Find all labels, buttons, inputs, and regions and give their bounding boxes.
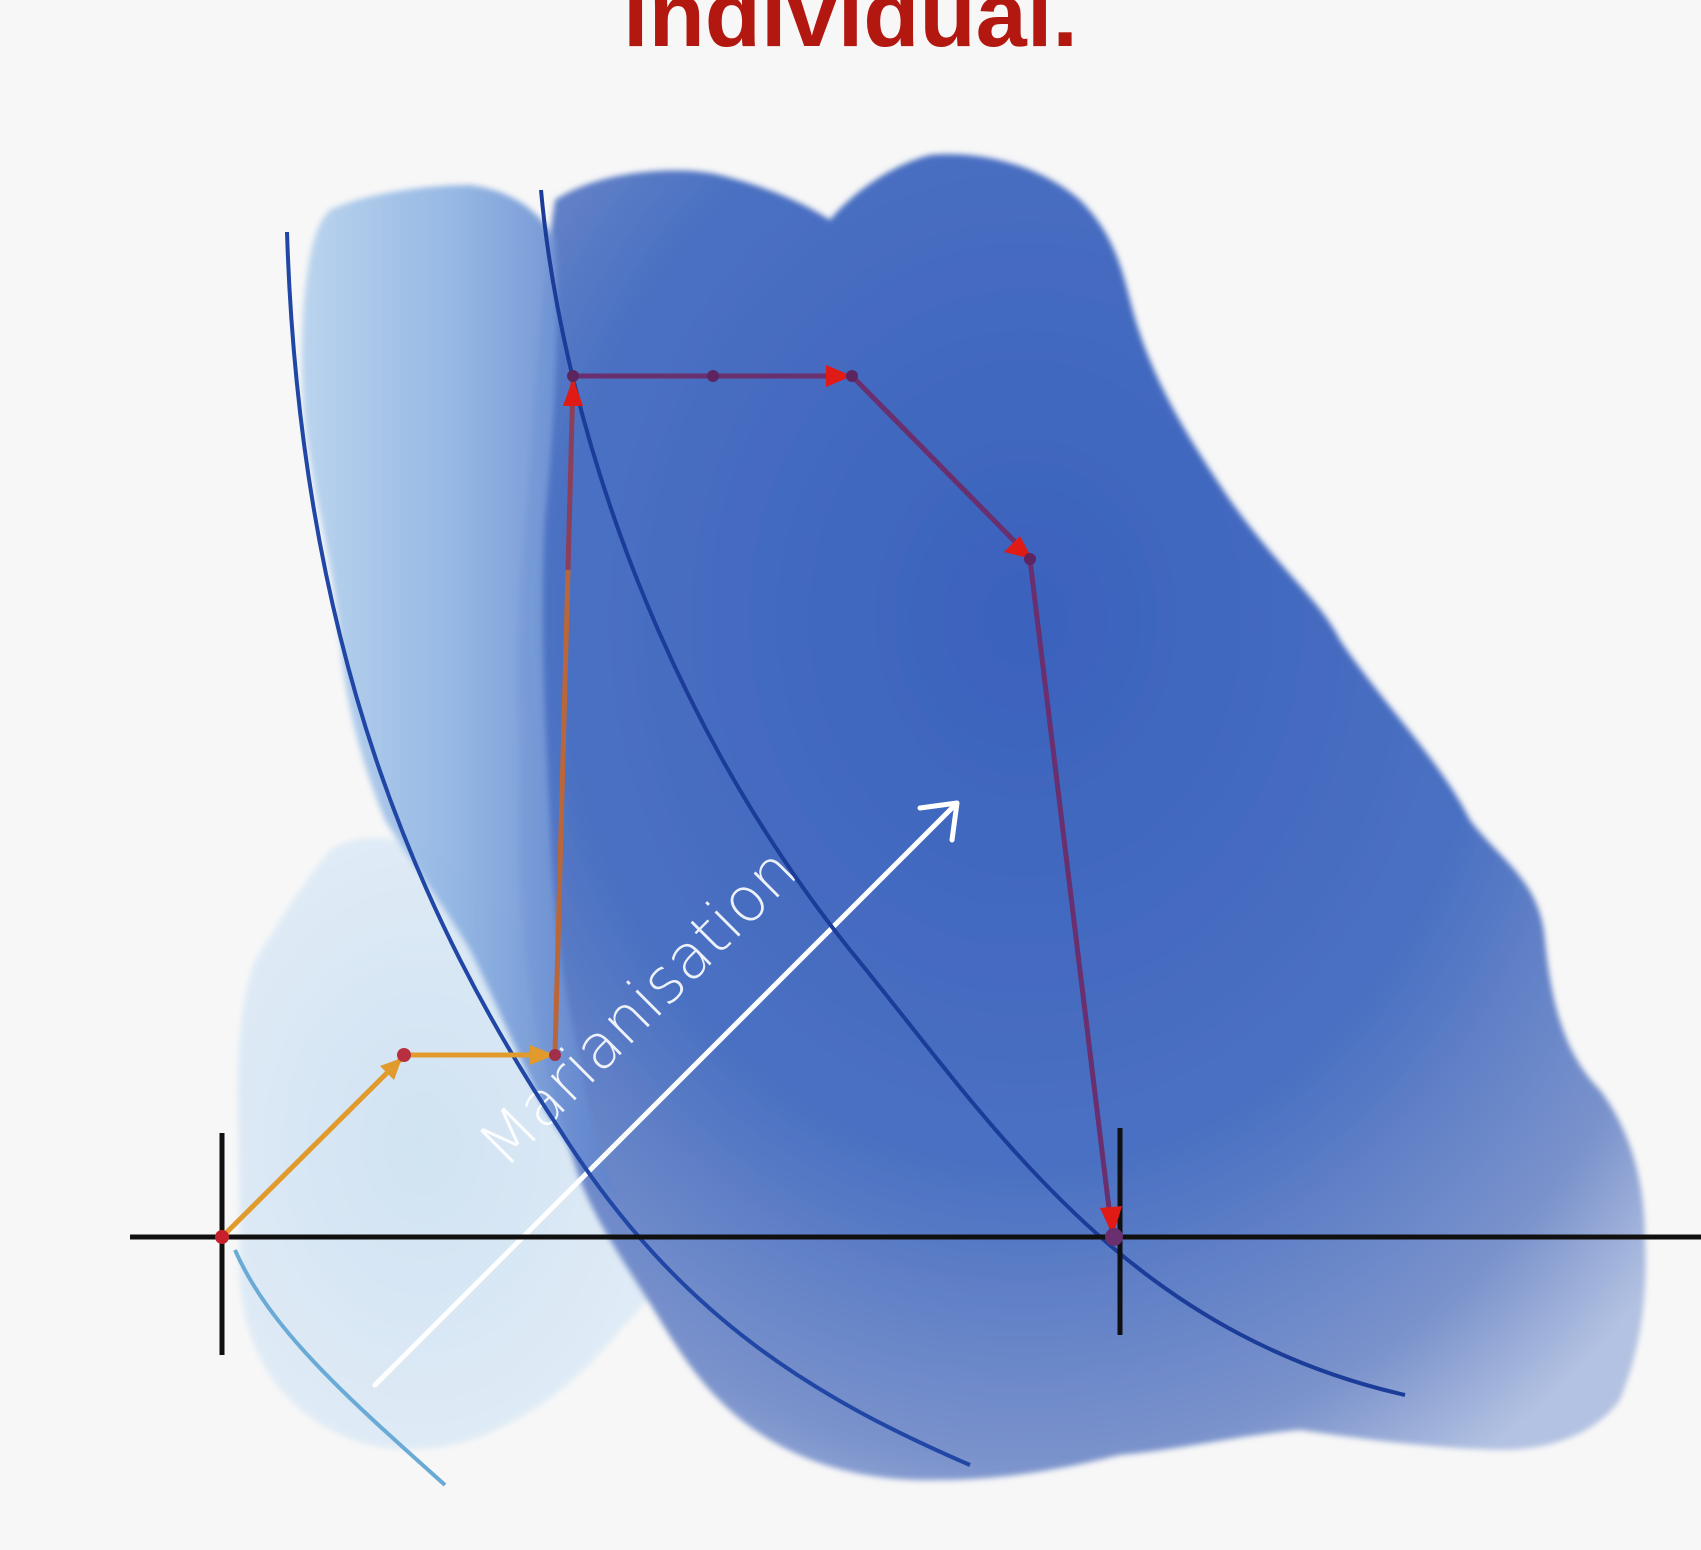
page-title: individual. xyxy=(623,0,1078,66)
top-arrowhead xyxy=(826,365,852,387)
node-origin xyxy=(215,1230,229,1244)
diagonal-arrowhead xyxy=(1004,536,1032,559)
marianisation-arrowhead xyxy=(917,800,960,843)
node-orange-corner xyxy=(397,1048,411,1062)
node-top-right xyxy=(846,370,858,382)
orange-arrowhead-2 xyxy=(530,1045,555,1065)
node-top-left xyxy=(567,370,579,382)
purple-path-diagonal xyxy=(850,374,1032,559)
node-rise-start xyxy=(549,1049,561,1061)
rising-arrowhead xyxy=(563,378,583,406)
marianisation-arrow xyxy=(372,802,958,1388)
medium-wash-region xyxy=(301,185,620,1200)
orange-arrowhead-1 xyxy=(380,1058,402,1080)
lower-left-curve xyxy=(233,1249,447,1487)
node-top-middle xyxy=(707,370,719,382)
rising-path-upper xyxy=(565,379,576,571)
left-curve xyxy=(285,231,971,1467)
node-end xyxy=(1105,1228,1123,1246)
orange-path-segment-1 xyxy=(220,1058,402,1239)
rising-path-lower xyxy=(552,569,571,1056)
dark-wash-region xyxy=(518,154,1646,1481)
descent-arrowhead xyxy=(1100,1206,1122,1236)
node-diagonal-end xyxy=(1024,553,1036,565)
purple-path-descent xyxy=(1027,559,1115,1234)
middle-curve xyxy=(539,189,1406,1397)
